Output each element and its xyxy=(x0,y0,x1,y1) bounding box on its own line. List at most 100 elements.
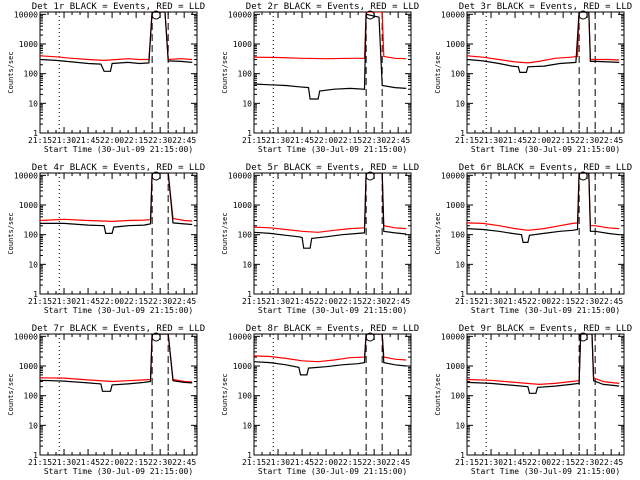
y-tick-label: 10000 xyxy=(441,10,465,19)
x-tick-label: 22:00 xyxy=(100,136,124,145)
lld-line xyxy=(467,12,620,64)
x-axis-label: Start Time (30-Jul-09 21:15:00) xyxy=(471,306,620,315)
x-axis-label: Start Time (30-Jul-09 21:15:00) xyxy=(471,467,620,476)
saa-marker-circle xyxy=(578,332,588,342)
panel-title: Det 6r BLACK = Events, RED = LLD xyxy=(459,163,632,173)
events-line xyxy=(254,13,407,100)
x-tick-label: 22:30 xyxy=(148,136,172,145)
y-tick-label: 10 xyxy=(242,421,252,430)
panel-title: Det 7r BLACK = Events, RED = LLD xyxy=(32,324,205,334)
y-tick-label: 10000 xyxy=(228,10,252,19)
y-tick-label: 1000 xyxy=(19,362,38,371)
plot-frame xyxy=(253,172,412,295)
y-tick-label: 1 xyxy=(460,451,465,460)
saa-marker-circle xyxy=(578,10,588,20)
lld-line xyxy=(254,12,407,60)
saa-marker-circle xyxy=(578,171,588,181)
y-tick-label: 100 xyxy=(24,392,39,401)
x-tick-label: 21:30 xyxy=(266,458,290,467)
saa-marker-circle xyxy=(151,10,161,20)
y-tick-label: 100 xyxy=(451,70,466,79)
x-axis-label: Start Time (30-Jul-09 21:15:00) xyxy=(258,306,407,315)
detector-panel-4: Det 4r BLACK = Events, RED = LLD 1 10 100 10… xyxy=(7,163,205,315)
y-tick-label: 100 xyxy=(451,231,466,240)
x-tick-label: 21:15 xyxy=(455,458,479,467)
x-tick-label: 22:45 xyxy=(386,297,410,306)
x-tick-label: 22:00 xyxy=(527,458,551,467)
y-tick-label: 10 xyxy=(242,99,252,108)
x-tick-label: 21:45 xyxy=(503,136,527,145)
x-tick-label: 22:30 xyxy=(362,458,386,467)
y-tick-label: 1 xyxy=(460,290,465,299)
detector-panel-2: Det 2r BLACK = Events, RED = LLD 1 10 100 10… xyxy=(221,2,419,154)
x-tick-label: 21:30 xyxy=(52,458,76,467)
x-tick-label: 22:00 xyxy=(100,297,124,306)
x-tick-label: 21:15 xyxy=(28,136,52,145)
events-line xyxy=(467,12,620,73)
plot-frame xyxy=(466,333,625,456)
x-tick-label: 22:00 xyxy=(314,458,338,467)
x-tick-label: 21:15 xyxy=(242,136,266,145)
y-tick-label: 1 xyxy=(33,129,38,138)
detector-panel-6: Det 6r BLACK = Events, RED = LLD 1 10 100 10… xyxy=(434,163,632,315)
y-tick-label: 1 xyxy=(247,290,252,299)
panel-title: Det 3r BLACK = Events, RED = LLD xyxy=(459,2,632,12)
x-tick-label: 21:45 xyxy=(76,458,100,467)
y-tick-label: 1 xyxy=(33,290,38,299)
panel-title: Det 9r BLACK = Events, RED = LLD xyxy=(459,324,632,334)
y-axis-label: Counts/sec xyxy=(7,51,15,93)
detector-panel-5: Det 5r BLACK = Events, RED = LLD 1 10 100 10… xyxy=(221,163,419,315)
y-axis-label: Counts/sec xyxy=(434,51,442,93)
y-tick-label: 1000 xyxy=(233,201,252,210)
x-tick-label: 21:30 xyxy=(266,297,290,306)
plot-frame xyxy=(253,333,412,456)
x-tick-label: 22:30 xyxy=(362,136,386,145)
x-tick-label: 21:45 xyxy=(503,458,527,467)
y-tick-label: 1000 xyxy=(233,40,252,49)
events-line xyxy=(40,334,193,392)
x-tick-label: 22:45 xyxy=(386,458,410,467)
x-tick-label: 22:45 xyxy=(172,136,196,145)
plot-frame xyxy=(39,11,198,134)
y-tick-label: 100 xyxy=(238,392,253,401)
y-tick-label: 1000 xyxy=(446,201,465,210)
saa-marker-circle xyxy=(365,171,375,181)
x-tick-label: 22:00 xyxy=(100,458,124,467)
x-tick-label: 22:45 xyxy=(172,297,196,306)
x-tick-label: 21:45 xyxy=(76,297,100,306)
x-tick-label: 22:00 xyxy=(527,297,551,306)
x-axis-label: Start Time (30-Jul-09 21:15:00) xyxy=(44,145,193,154)
y-axis-label: Counts/sec xyxy=(434,373,442,415)
y-tick-label: 10000 xyxy=(441,332,465,341)
saa-marker-circle xyxy=(365,10,375,20)
y-tick-label: 1 xyxy=(460,129,465,138)
panel-title: Det 8r BLACK = Events, RED = LLD xyxy=(246,324,419,334)
x-axis-label: Start Time (30-Jul-09 21:15:00) xyxy=(258,145,407,154)
y-axis-label: Counts/sec xyxy=(434,212,442,254)
x-tick-label: 22:15 xyxy=(124,136,148,145)
y-tick-label: 100 xyxy=(238,70,253,79)
y-tick-label: 100 xyxy=(24,231,39,240)
y-axis-label: Counts/sec xyxy=(221,373,229,415)
x-tick-label: 22:15 xyxy=(124,458,148,467)
x-axis-label: Start Time (30-Jul-09 21:15:00) xyxy=(471,145,620,154)
plot-frame xyxy=(39,333,198,456)
x-tick-label: 22:15 xyxy=(338,458,362,467)
detector-panel-8: Det 8r BLACK = Events, RED = LLD 1 10 100 10… xyxy=(221,324,419,476)
x-tick-label: 22:30 xyxy=(148,458,172,467)
plot-frame xyxy=(466,172,625,295)
x-tick-label: 22:45 xyxy=(172,458,196,467)
x-tick-label: 21:15 xyxy=(455,297,479,306)
x-tick-label: 21:45 xyxy=(290,297,314,306)
x-tick-label: 21:30 xyxy=(479,136,503,145)
x-tick-label: 22:45 xyxy=(599,136,623,145)
plot-frame xyxy=(253,11,412,134)
y-tick-label: 1 xyxy=(247,129,252,138)
y-tick-label: 1000 xyxy=(19,40,38,49)
x-tick-label: 21:30 xyxy=(479,297,503,306)
x-axis-label: Start Time (30-Jul-09 21:15:00) xyxy=(44,306,193,315)
x-tick-label: 21:45 xyxy=(503,297,527,306)
x-tick-label: 22:45 xyxy=(599,458,623,467)
